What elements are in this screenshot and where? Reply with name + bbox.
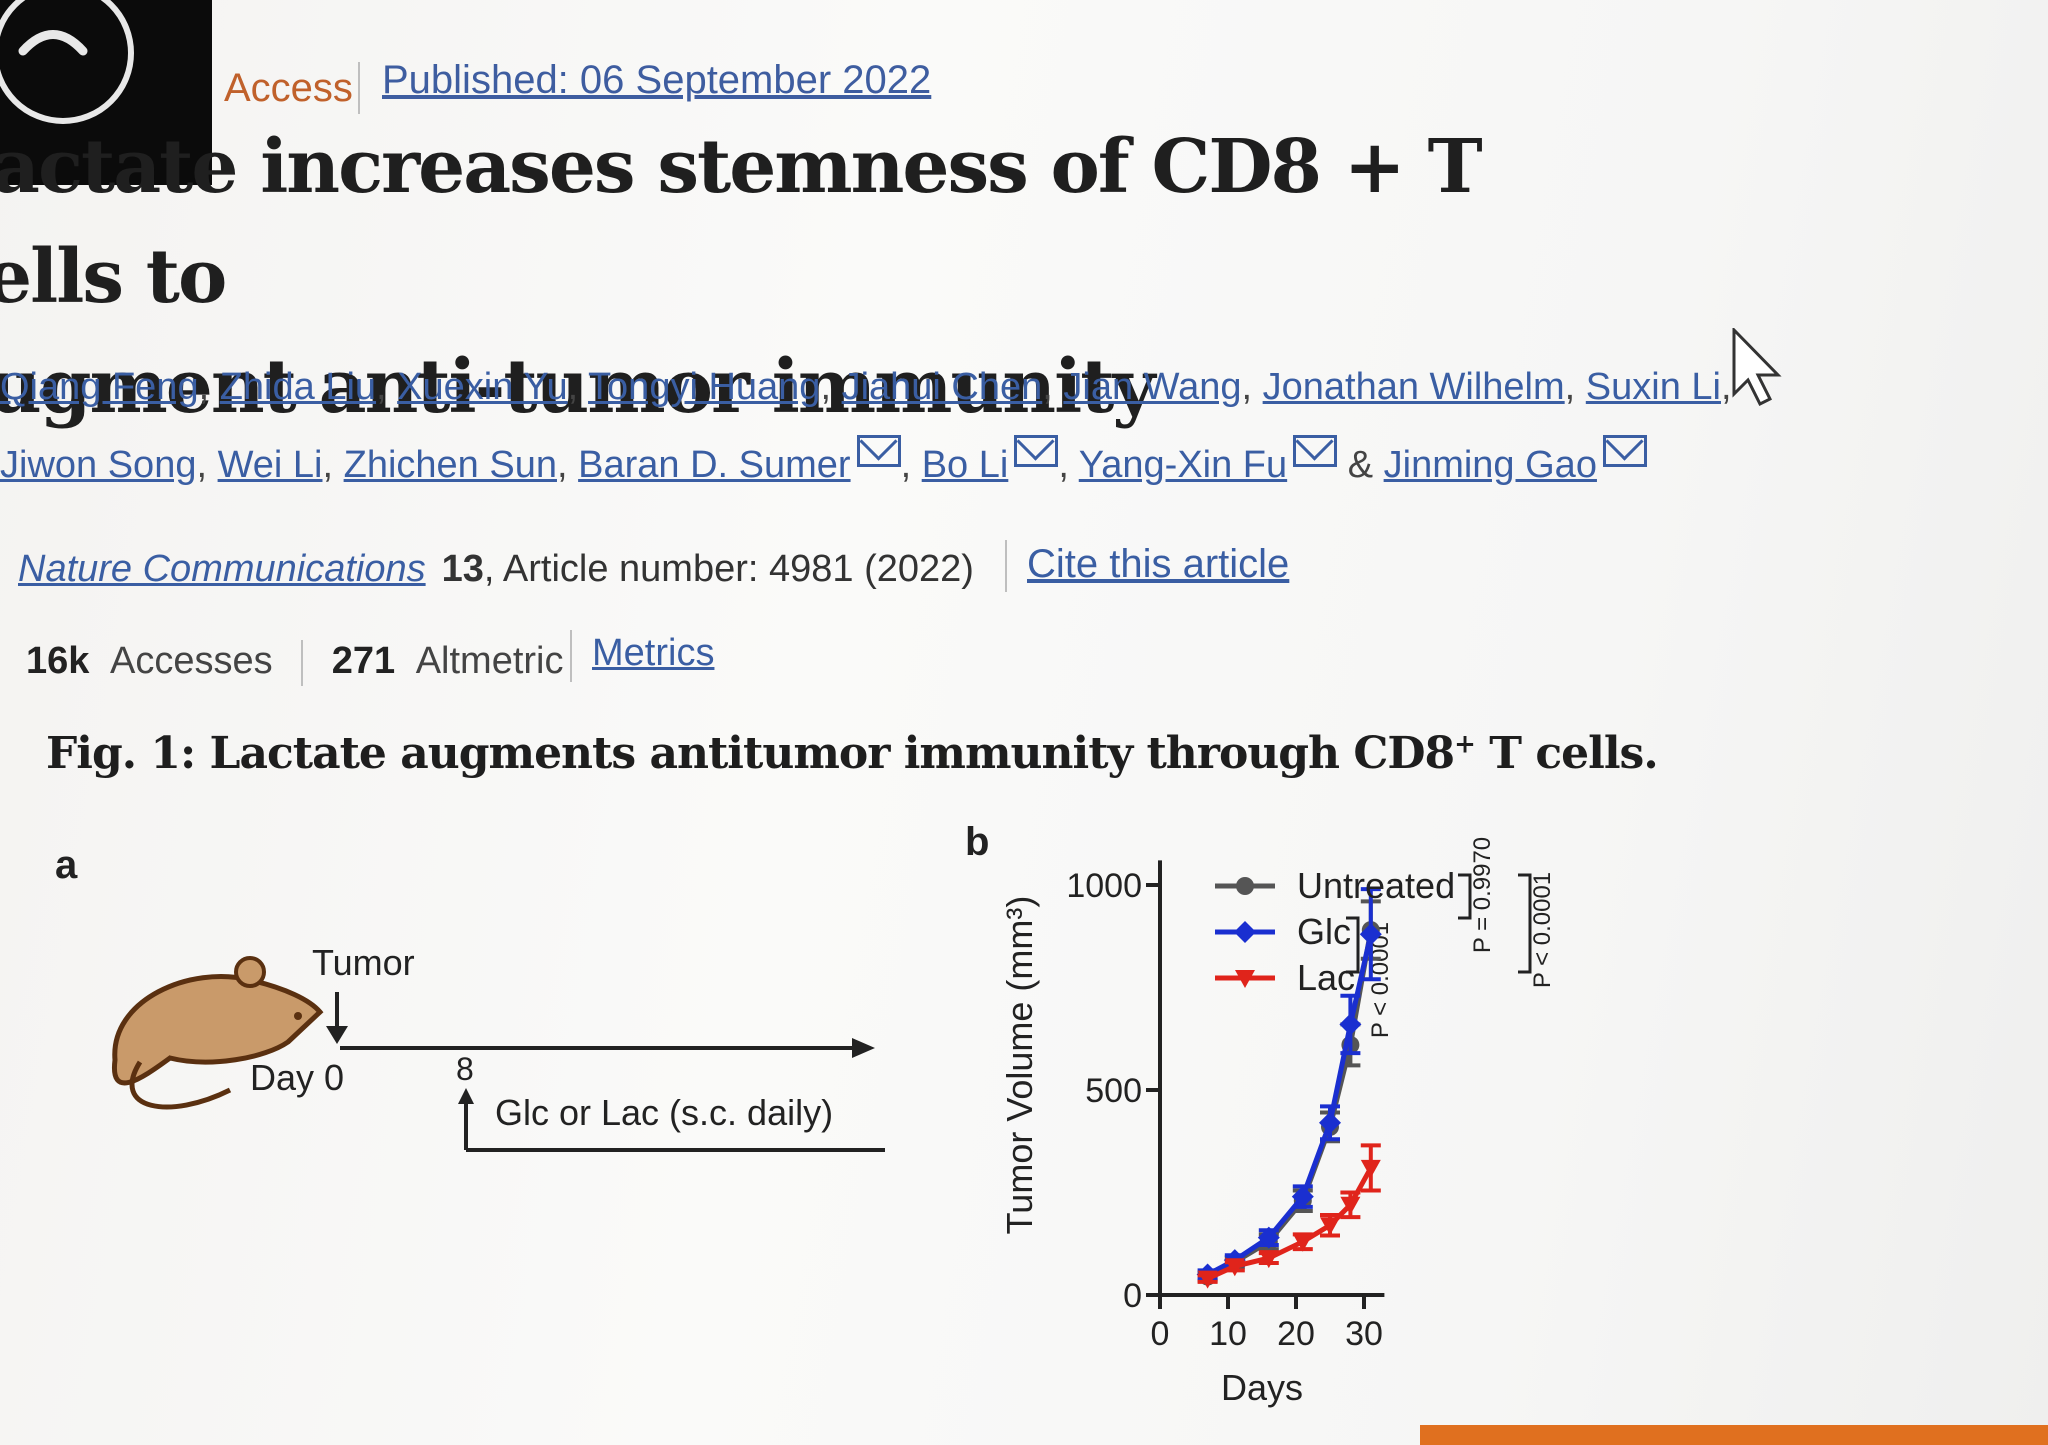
data-point	[1257, 1226, 1280, 1249]
author-link[interactable]: Yang-Xin Fu	[1078, 444, 1288, 486]
panel-a-label: a	[55, 843, 78, 887]
accesses-count: 16k	[26, 640, 90, 683]
author-link[interactable]: Suxin Li	[1585, 366, 1721, 408]
figure-title-end: T cells.	[1474, 728, 1658, 779]
author-link[interactable]: Jinming Gao	[1383, 444, 1597, 486]
metrics-link[interactable]: Metrics	[592, 632, 715, 674]
bracket-glc-lac	[1346, 916, 1360, 974]
data-point	[1258, 1250, 1279, 1269]
email-icon[interactable]	[1014, 435, 1059, 467]
separator	[570, 630, 572, 682]
author-link[interactable]: Baran D. Sumer	[578, 444, 851, 486]
published-date-link[interactable]: Published: 06 September 2022	[382, 58, 932, 102]
accesses-label: Accesses	[109, 640, 273, 683]
chart-marks	[1196, 887, 1382, 1289]
chart-axes: 0 10 20 30 0 500 1000 Days Tumor Volume (mm³)	[999, 860, 1385, 1408]
figure-title-text: Fig. 1: Lactate augments antitumor immun…	[46, 728, 1455, 779]
y-tick-label: 500	[1085, 1072, 1142, 1110]
figure-title-sup: +	[1454, 729, 1476, 760]
legend-label: Glc	[1297, 911, 1351, 952]
separator	[301, 640, 304, 686]
dark-corner-overlay	[0, 0, 212, 185]
data-point	[1224, 1258, 1245, 1277]
journal-citation: Nature Communications 13, Article number:…	[18, 548, 974, 591]
phone-hangup-icon[interactable]	[0, 0, 134, 124]
x-tick-label: 10	[1209, 1315, 1247, 1353]
x-tick-label: 30	[1345, 1315, 1383, 1353]
journal-name-link[interactable]: Nature Communications	[18, 548, 426, 590]
author-link[interactable]: Jian Wang	[1063, 366, 1242, 408]
mouse-illustration	[111, 956, 324, 1110]
article-number: , Article number: 4981 (2022)	[483, 548, 974, 590]
x-axis-label: Days	[1221, 1367, 1303, 1408]
cite-article-link[interactable]: Cite this article	[1027, 542, 1290, 586]
author-link[interactable]: Bo Li	[921, 444, 1009, 486]
author-link[interactable]: Xuexin Yu	[397, 366, 568, 408]
separator	[1005, 540, 1007, 592]
legend-marker	[1236, 877, 1254, 895]
chart-legend: Untreated Glc Lac	[1215, 865, 1455, 998]
bracket-untreated-lac	[1518, 873, 1532, 974]
data-point	[1291, 1185, 1314, 1208]
email-icon[interactable]	[856, 435, 901, 467]
p-value-label: P < 0.0001	[1529, 872, 1556, 988]
altmetric-label: Altmetric	[415, 640, 564, 683]
data-point	[1197, 1270, 1218, 1289]
legend-label: Untreated	[1297, 865, 1455, 906]
author-link[interactable]: Tongyi Huang	[588, 366, 821, 408]
author-list: Qiang Feng, Zhida Liu, Xuexin Yu, Tongyi…	[0, 366, 1732, 486]
legend-marker	[1234, 921, 1256, 943]
article-title: Lactate increases stemness of CD8 + T ce…	[0, 112, 1542, 442]
author-link[interactable]: Jiwon Song	[0, 444, 197, 486]
y-tick-label: 1000	[1066, 867, 1142, 905]
mouse-cursor-icon	[1732, 328, 1782, 407]
bracket-untreated-glc	[1458, 873, 1472, 920]
data-point	[1292, 1233, 1313, 1252]
y-axis-label: Tumor Volume (mm³)	[999, 896, 1040, 1235]
p-value-label: P = 0.9970	[1469, 837, 1496, 953]
timeline-arrowhead	[852, 1038, 875, 1058]
author-link[interactable]: Qiang Feng	[0, 366, 199, 408]
author-link[interactable]: Jiahui Chen	[841, 366, 1043, 408]
panel-b-label: b	[965, 820, 990, 864]
article-stats: 16k Accesses 271 Altmetric	[26, 640, 563, 686]
x-tick-label: 20	[1277, 1315, 1315, 1353]
x-tick-label: 0	[1151, 1315, 1170, 1353]
data-point	[1360, 1159, 1381, 1178]
hangup-glyph	[18, 30, 88, 56]
data-point	[1339, 1013, 1362, 1036]
bottom-accent-bar	[1420, 1425, 2048, 1445]
tumor-volume-chart: 0 10 20 30 0 500 1000 Days Tumor Volume (mm³) P …	[999, 837, 1556, 1408]
author-link[interactable]: Wei Li	[217, 444, 323, 486]
email-icon[interactable]	[1602, 435, 1647, 467]
experiment-schematic: Tumor Day 0 8 Glc or Lac (s.c. daily)	[111, 942, 885, 1152]
data-point	[1340, 1196, 1361, 1215]
separator	[358, 62, 360, 114]
legend-label: Lac	[1297, 957, 1355, 998]
data-point	[1319, 1111, 1341, 1134]
treatment-label: Glc or Lac (s.c. daily)	[495, 1092, 833, 1133]
day8-label: 8	[456, 1051, 474, 1087]
data-point	[1359, 923, 1382, 946]
access-label: Access	[224, 66, 353, 110]
title-line-1: Lactate increases stemness of CD8 + T ce…	[0, 124, 1483, 320]
author-link[interactable]: Zhida Liu	[219, 366, 377, 408]
y-tick-label: 0	[1123, 1277, 1142, 1315]
email-icon[interactable]	[1293, 435, 1338, 467]
figure-title: Fig. 1: Lactate augments antitumor immun…	[46, 728, 1659, 779]
author-link[interactable]: Jonathan Wilhelm	[1262, 366, 1565, 408]
tumor-label: Tumor	[312, 942, 415, 983]
legend-marker	[1235, 970, 1255, 988]
title-line-2: augment anti-tumor immunity	[0, 344, 1155, 430]
tumor-arrowhead	[326, 1026, 348, 1044]
data-point	[1320, 1217, 1340, 1236]
day0-label: Day 0	[250, 1057, 344, 1098]
author-link[interactable]: Zhichen Sun	[343, 444, 557, 486]
journal-volume: 13	[441, 548, 484, 590]
treatment-arrowhead	[458, 1088, 474, 1104]
altmetric-count: 271	[331, 640, 396, 683]
